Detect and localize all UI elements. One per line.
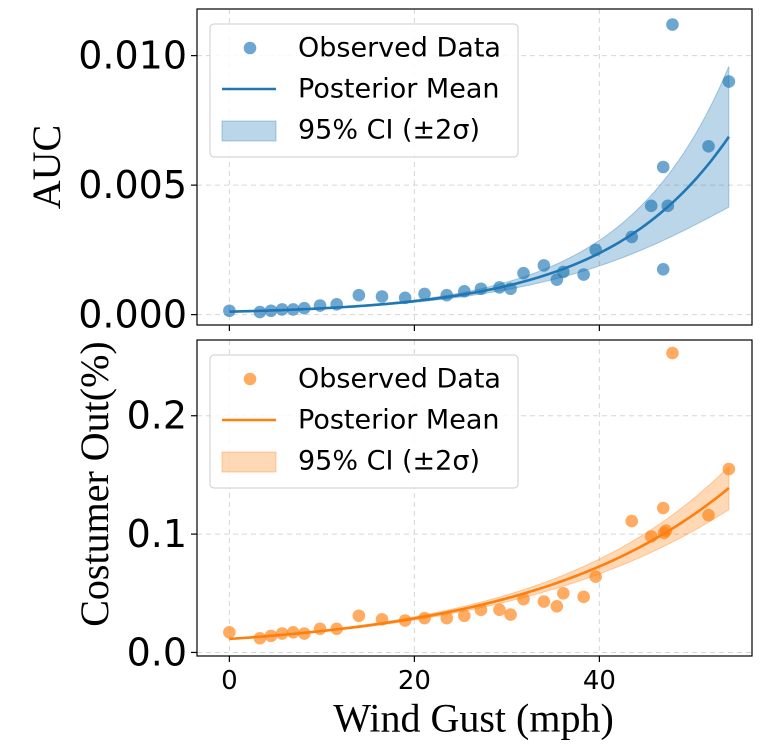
bottom-ytick-label-1: 0.1	[127, 512, 187, 556]
top-y-axis-label: AUC	[24, 125, 69, 209]
bot-data-point-27	[657, 526, 671, 540]
bot-data-point-18	[537, 595, 551, 608]
bottom-y-tick-labels: 0.0 0.1 0.2	[127, 394, 187, 675]
bottom-legend-label-observed: Observed Data	[298, 364, 501, 395]
bot-data-point-22	[589, 570, 602, 584]
top-data-point-21	[577, 268, 590, 281]
top-data-point-2	[264, 304, 278, 318]
bot-data-point-9	[375, 613, 389, 626]
top-tick-marks	[191, 55, 600, 331]
bot-data-point-25	[656, 501, 670, 515]
bot-data-point-13	[458, 609, 471, 623]
bot-data-point-12	[440, 611, 454, 625]
top-data-point-17	[517, 266, 530, 280]
top-data-point-9	[375, 290, 389, 303]
top-data-point-14	[474, 282, 488, 296]
bot-data-point-29	[702, 508, 715, 522]
top-legend-label-observed: Observed Data	[298, 33, 501, 64]
top-ytick-label-2: 0.010	[78, 34, 187, 78]
bottom-x-tick-labels: 0 20 40	[221, 666, 616, 696]
bot-data-point-6	[313, 622, 327, 636]
bottom-tick-marks	[191, 415, 600, 662]
top-data-point-3	[275, 303, 289, 316]
top-data-point-7	[330, 297, 343, 311]
bot-data-point-16	[504, 608, 517, 621]
bottom-ytick-label-2: 0.2	[127, 394, 187, 438]
top-data-point-11	[418, 287, 431, 301]
bot-data-point-15	[493, 603, 506, 617]
top-data-point-5	[298, 301, 311, 315]
bot-data-point-21	[577, 590, 590, 604]
bottom-xtick-label-1: 20	[398, 666, 431, 696]
bot-data-point-23	[625, 514, 639, 528]
bottom-legend-label-mean: Posterior Mean	[298, 405, 499, 436]
top-legend-box	[209, 23, 519, 158]
bot-data-point-3	[275, 627, 289, 640]
top-data-point-26	[661, 199, 675, 213]
top-data-point-4	[286, 303, 300, 316]
top-data-point-15	[493, 281, 506, 294]
bot-data-point-19	[550, 599, 564, 613]
top-legend-label-mean: Posterior Mean	[298, 74, 499, 105]
top-data-point-12	[440, 288, 454, 302]
bottom-legend: Observed Data Posterior Mean 95% CI (±2σ…	[209, 354, 519, 489]
top-data-point-29	[702, 139, 715, 153]
bottom-y-axis-label: Costumer Out(%)	[72, 341, 117, 627]
top-data-point-16	[504, 282, 517, 296]
top-data-point-13	[458, 285, 471, 298]
bottom-legend-scatter-marker	[243, 372, 257, 386]
bot-data-point-20	[557, 586, 570, 600]
top-data-point-30	[722, 75, 736, 88]
top-data-point-8	[352, 288, 366, 302]
bot-data-point-30	[722, 462, 736, 476]
top-legend-label-ci: 95% CI (±2σ)	[298, 115, 480, 146]
bot-data-point-7	[330, 622, 343, 636]
bot-data-point-17	[517, 592, 530, 606]
bot-data-point-11	[418, 611, 431, 625]
bottom-axes-frame	[196, 339, 753, 657]
top-data-point-23	[625, 230, 639, 244]
bottom-xtick-label-0: 0	[221, 666, 238, 696]
top-legend-scatter-marker	[243, 41, 257, 55]
bot-data-point-1	[253, 631, 267, 645]
top-legend: Observed Data Posterior Mean 95% CI (±2σ…	[209, 23, 519, 158]
top-panel-auc: 0.000 0.005 0.010 AUC Observed Data Post…	[24, 8, 753, 337]
bot-data-point-5	[298, 627, 311, 640]
bot-data-point-0	[223, 626, 236, 639]
top-data-point-0	[223, 304, 236, 318]
bot-data-point-8	[352, 609, 366, 623]
top-observed-points	[223, 18, 736, 319]
bot-data-point-24	[644, 530, 658, 543]
top-data-point-1	[253, 305, 267, 319]
top-data-point-24	[644, 199, 658, 213]
top-data-point-22	[589, 243, 602, 257]
top-data-point-6	[313, 299, 327, 312]
bottom-xtick-label-2: 40	[583, 666, 616, 696]
top-data-point-27	[656, 263, 670, 276]
top-ytick-label-0: 0.000	[78, 293, 187, 337]
bottom-ytick-label-0: 0.0	[127, 630, 187, 674]
top-data-point-25	[656, 160, 670, 174]
bottom-legend-band-marker	[221, 451, 277, 473]
bottom-observed-points	[223, 346, 736, 645]
top-data-point-20	[557, 265, 570, 279]
bottom-legend-box	[209, 354, 519, 489]
bottom-posterior-mean-line	[229, 487, 730, 641]
top-legend-band-marker	[221, 120, 277, 142]
bot-data-point-10	[398, 614, 412, 627]
bottom-panel-customer-out: 0.0 0.1 0.2 0 20 40 Costumer Out(%) Wind…	[72, 339, 753, 741]
top-data-point-18	[537, 259, 551, 272]
top-ytick-label-1: 0.005	[78, 163, 187, 207]
top-data-point-28	[666, 18, 679, 31]
bottom-legend-label-ci: 95% CI (±2σ)	[298, 446, 480, 477]
top-y-tick-labels: 0.000 0.005 0.010	[78, 34, 187, 337]
top-data-point-10	[398, 291, 412, 305]
x-axis-label: Wind Gust (mph)	[333, 696, 614, 741]
bot-data-point-2	[264, 629, 278, 643]
bot-data-point-4	[286, 626, 300, 639]
top-axes-frame	[196, 8, 753, 326]
bot-data-point-28	[666, 346, 679, 360]
bot-data-point-14	[474, 603, 488, 617]
